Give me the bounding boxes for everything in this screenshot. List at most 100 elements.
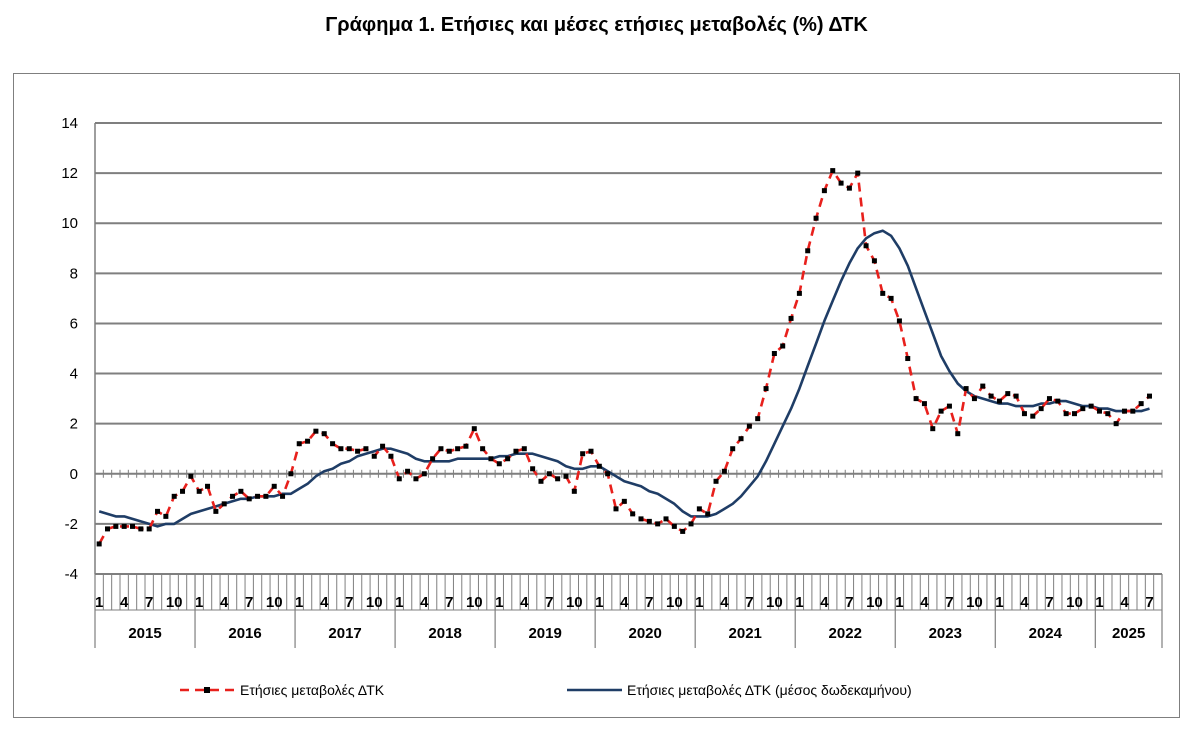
data-point-annual <box>1105 411 1111 417</box>
year-label: 2020 <box>628 625 661 642</box>
y-tick-label: -4 <box>65 566 78 583</box>
month-tick-label: 10 <box>266 594 283 611</box>
data-point-annual <box>538 478 544 484</box>
year-label: 2024 <box>1029 625 1063 642</box>
data-point-annual <box>471 426 477 432</box>
month-tick-label: 7 <box>645 594 653 611</box>
data-point-annual <box>738 436 744 442</box>
y-tick-label: 12 <box>61 165 78 182</box>
month-tick-label: 10 <box>1066 594 1083 611</box>
data-point-annual <box>1096 408 1102 414</box>
month-tick-label: 1 <box>1095 594 1103 611</box>
data-point-annual <box>671 523 677 529</box>
series-line-annual <box>98 169 1151 545</box>
year-label: 2021 <box>729 625 762 642</box>
year-label: 2025 <box>1112 625 1145 642</box>
data-point-annual <box>955 431 961 437</box>
legend-label-average: Ετήσιες μεταβολές ΔΤΚ (μέσος δωδεκαμήνου… <box>627 682 912 698</box>
data-point-annual <box>330 441 336 447</box>
data-point-annual <box>288 471 294 477</box>
data-point-annual <box>230 493 236 499</box>
month-tick-label: 1 <box>995 594 1003 611</box>
data-point-annual <box>1063 411 1069 417</box>
data-point-annual <box>771 351 777 357</box>
legend: Ετήσιες μεταβολές ΔΤΚ Ετήσιες μεταβολές Δ… <box>180 682 912 698</box>
data-point-annual <box>221 501 227 507</box>
series <box>96 168 1152 547</box>
month-tick-label: 7 <box>445 594 453 611</box>
month-tick-label: 4 <box>120 594 129 611</box>
data-point-annual <box>663 516 669 522</box>
data-point-annual <box>163 513 169 519</box>
data-point-annual <box>580 451 586 457</box>
month-tick-label: 10 <box>566 594 583 611</box>
data-point-annual <box>846 185 852 191</box>
data-point-annual <box>238 488 244 494</box>
data-point-annual <box>938 408 944 414</box>
data-point-annual <box>546 471 552 477</box>
data-point-annual <box>705 511 711 517</box>
month-tick-label: 4 <box>1120 594 1129 611</box>
month-tick-label: 1 <box>195 594 203 611</box>
y-tick-label: 14 <box>61 115 78 132</box>
year-label: 2018 <box>428 625 461 642</box>
data-point-annual <box>421 471 427 477</box>
data-point-annual <box>596 463 602 469</box>
data-point-annual <box>363 446 369 452</box>
data-point-annual <box>113 523 119 529</box>
month-tick-label: 7 <box>345 594 353 611</box>
data-point-annual <box>780 343 786 349</box>
data-point-annual <box>171 493 177 499</box>
month-tick-label: 1 <box>295 594 303 611</box>
data-point-annual <box>563 473 569 479</box>
data-point-annual <box>155 508 161 514</box>
data-point-annual <box>463 443 469 449</box>
data-point-annual <box>688 521 694 527</box>
legend-marker-annual <box>204 687 210 693</box>
data-point-annual <box>255 493 261 499</box>
data-point-annual <box>371 453 377 459</box>
data-point-annual <box>296 441 302 447</box>
y-tick-label: 0 <box>70 466 78 483</box>
data-point-annual <box>713 478 719 484</box>
month-tick-label: 4 <box>320 594 329 611</box>
y-tick-label: 8 <box>70 265 78 282</box>
month-tick-label: 7 <box>245 594 253 611</box>
data-point-annual <box>530 466 536 472</box>
month-tick-label: 1 <box>495 594 503 611</box>
data-point-annual <box>696 506 702 512</box>
data-point-annual <box>921 401 927 407</box>
data-point-annual <box>996 398 1002 404</box>
month-tick-label: 7 <box>545 594 553 611</box>
month-tick-label: 10 <box>466 594 483 611</box>
y-tick-label: -2 <box>65 516 78 533</box>
data-point-annual <box>1088 403 1094 409</box>
data-point-annual <box>1146 393 1152 399</box>
month-tick-label: 1 <box>95 594 103 611</box>
month-tick-label: 10 <box>766 594 783 611</box>
data-point-annual <box>805 248 811 254</box>
data-point-annual <box>1046 396 1052 402</box>
month-tick-label: 7 <box>1045 594 1053 611</box>
y-tick-label: 10 <box>61 215 78 232</box>
data-point-annual <box>196 488 202 494</box>
data-point-annual <box>1038 406 1044 412</box>
data-point-annual <box>613 506 619 512</box>
data-point-annual <box>755 416 761 422</box>
data-point-annual <box>480 446 486 452</box>
data-point-annual <box>271 483 277 489</box>
data-point-annual <box>338 446 344 452</box>
data-point-annual <box>96 541 102 547</box>
data-point-annual <box>346 446 352 452</box>
data-point-annual <box>513 448 519 454</box>
data-point-annual <box>946 403 952 409</box>
data-point-annual <box>488 456 494 462</box>
chart-title: Γράφημα 1. Ετήσιες και μέσες ετήσιες μετ… <box>325 14 868 36</box>
data-point-annual <box>980 383 986 389</box>
data-point-annual <box>438 446 444 452</box>
y-tick-label: 4 <box>70 366 78 383</box>
data-point-annual <box>721 468 727 474</box>
data-point-annual <box>205 483 211 489</box>
